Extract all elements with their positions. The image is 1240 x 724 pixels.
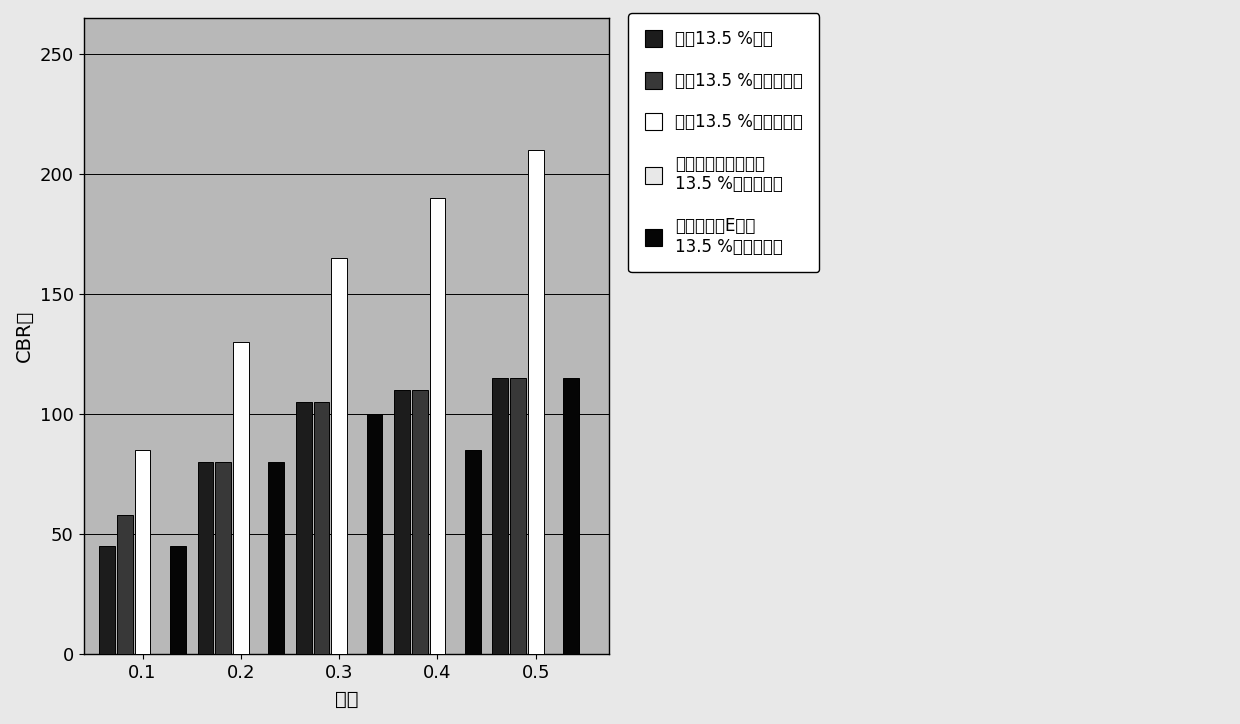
Legend: 对灧13.5 %水分, 对灧13.5 %水分和纤维, 对灧13.5 %水分未压实, 土壤保护面初始状态
13.5 %水分和纤维, 土壤保护面E配方
13.5 %: 对灧13.5 %水分, 对灧13.5 %水分和纤维, 对灧13.5 %水分未压实… [629, 14, 820, 272]
Y-axis label: CBR値: CBR値 [15, 310, 33, 362]
Bar [465, 450, 481, 654]
Bar [528, 150, 543, 654]
Bar [197, 462, 213, 654]
Bar [367, 414, 382, 654]
Bar [170, 546, 186, 654]
Bar [412, 390, 428, 654]
X-axis label: 应变: 应变 [335, 690, 358, 709]
Bar [563, 378, 579, 654]
Bar [233, 342, 249, 654]
Bar [296, 402, 311, 654]
Bar [429, 198, 445, 654]
Bar [314, 402, 330, 654]
Bar [394, 390, 410, 654]
Bar [510, 378, 526, 654]
Bar [331, 258, 347, 654]
Bar [135, 450, 150, 654]
Bar [216, 462, 231, 654]
Bar [99, 546, 115, 654]
Bar [117, 515, 133, 654]
Bar [492, 378, 508, 654]
Bar [268, 462, 284, 654]
